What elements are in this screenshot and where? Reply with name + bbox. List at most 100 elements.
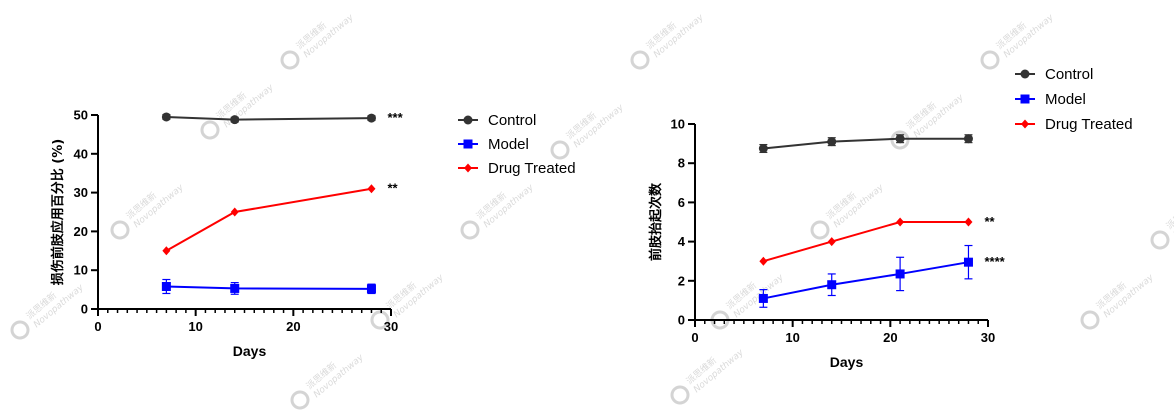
y-tick-label: 0 bbox=[81, 302, 88, 317]
data-point bbox=[230, 283, 240, 293]
data-point bbox=[758, 144, 768, 153]
legend-entry: Control bbox=[1015, 66, 1093, 83]
series-line bbox=[166, 115, 372, 121]
significance-label: **** bbox=[984, 254, 1005, 269]
y-tick-label: 10 bbox=[671, 117, 685, 132]
data-point bbox=[963, 257, 973, 267]
y-tick-label: 4 bbox=[678, 234, 686, 249]
series-drug-treated: ** bbox=[162, 181, 399, 256]
y-tick-label: 50 bbox=[74, 108, 88, 123]
y-tick-label: 2 bbox=[678, 273, 685, 288]
legend-entry: Drug Treated bbox=[458, 160, 576, 177]
watermark-icon bbox=[10, 320, 30, 340]
series-control: *** bbox=[161, 110, 404, 125]
series-line bbox=[763, 137, 969, 150]
legend-entry: Model bbox=[458, 136, 529, 153]
watermark-icon bbox=[810, 220, 830, 240]
watermark-icon bbox=[710, 310, 730, 330]
data-point bbox=[895, 269, 905, 279]
watermark-icon bbox=[1080, 310, 1100, 330]
legend-marker bbox=[1020, 94, 1030, 104]
data-point bbox=[963, 134, 973, 144]
legend-marker bbox=[463, 115, 473, 125]
y-tick-label: 30 bbox=[74, 185, 88, 200]
data-point bbox=[161, 281, 171, 291]
data-point bbox=[827, 137, 837, 147]
data-point bbox=[895, 134, 905, 144]
watermark-icon bbox=[370, 310, 390, 330]
series-line bbox=[763, 221, 969, 263]
legend-marker bbox=[1021, 119, 1029, 129]
legend-label: Model bbox=[488, 136, 529, 153]
x-axis-label: Days bbox=[830, 354, 864, 370]
watermark-icon bbox=[110, 220, 130, 240]
data-point bbox=[758, 293, 768, 303]
legend-entry: Control bbox=[458, 112, 536, 129]
legend-label: Control bbox=[488, 112, 536, 129]
data-point bbox=[827, 280, 837, 290]
x-tick-label: 30 bbox=[981, 330, 995, 345]
series-line bbox=[763, 261, 969, 300]
watermark-icon bbox=[280, 50, 300, 70]
x-tick-label: 10 bbox=[785, 330, 799, 345]
series-model: **** bbox=[758, 244, 1006, 308]
data-point bbox=[366, 284, 376, 294]
legend-entry: Drug Treated bbox=[1015, 116, 1133, 133]
data-point bbox=[827, 237, 836, 247]
x-tick-label: 0 bbox=[691, 330, 698, 345]
data-point bbox=[230, 115, 240, 125]
y-tick-label: 20 bbox=[74, 224, 88, 239]
watermark-icon bbox=[550, 140, 570, 160]
chart-limb-use-percentage: 0 10 20 30 0 10 20 30 40 50 Days 损伤前肢应用百分比 (%) *** Co… bbox=[50, 108, 576, 360]
watermark-icon bbox=[670, 385, 690, 405]
watermark-icon bbox=[630, 50, 650, 70]
y-tick-label: 0 bbox=[678, 313, 685, 328]
watermark-layer: 派思维新Novopathway派思维新Novopathway派思维新Novopa… bbox=[10, 12, 1174, 410]
data-point bbox=[759, 256, 768, 266]
data-point bbox=[162, 246, 171, 256]
data-point bbox=[896, 217, 905, 227]
data-point bbox=[366, 113, 376, 123]
x-tick-label: 10 bbox=[188, 319, 202, 334]
data-point bbox=[230, 207, 239, 217]
data-point bbox=[964, 217, 973, 227]
series-line bbox=[165, 187, 372, 252]
data-point bbox=[367, 184, 376, 194]
watermark-icon bbox=[460, 220, 480, 240]
y-axis-label: 前肢抬起次数 bbox=[648, 182, 664, 261]
legend-marker bbox=[463, 139, 473, 149]
watermark-icon bbox=[290, 390, 310, 410]
significance-label: ** bbox=[984, 214, 995, 229]
significance-label: ** bbox=[387, 181, 398, 196]
legend-marker bbox=[1020, 69, 1030, 79]
legend-marker bbox=[464, 163, 472, 173]
data-point bbox=[161, 112, 171, 122]
y-tick-label: 6 bbox=[678, 195, 685, 210]
x-tick-label: 20 bbox=[286, 319, 300, 334]
watermark-text: 派思维新 bbox=[1164, 199, 1174, 231]
series-drug-treated: ** bbox=[759, 214, 996, 266]
y-tick-label: 40 bbox=[74, 146, 88, 161]
x-tick-label: 30 bbox=[384, 319, 398, 334]
x-tick-label: 20 bbox=[883, 330, 897, 345]
watermark-icon bbox=[200, 120, 220, 140]
watermark-icon bbox=[890, 130, 910, 150]
y-tick-label: 10 bbox=[74, 263, 88, 278]
legend-label: Drug Treated bbox=[488, 160, 576, 177]
series-line bbox=[166, 285, 372, 290]
legend-label: Control bbox=[1045, 66, 1093, 83]
